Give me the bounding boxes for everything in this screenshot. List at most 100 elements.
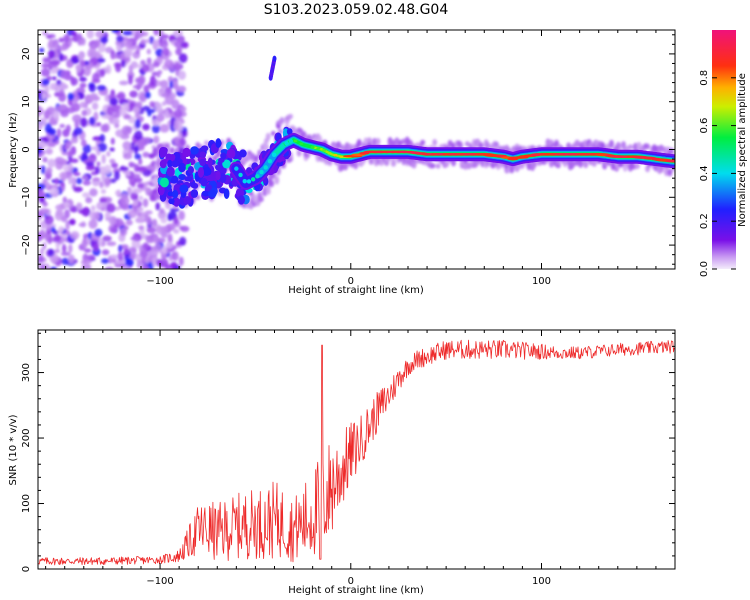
spectrogram-ridge-dot: [271, 152, 277, 158]
figure-title: S103.2023.059.02.48.G04: [264, 2, 449, 18]
spectrogram-noise-blob: [152, 39, 159, 50]
spectrogram-halo-blob: [627, 144, 633, 150]
spectrogram-turbulent-blob: [226, 148, 236, 159]
spectrogram-ridge-dot: [288, 139, 294, 144]
spectrogram-noise-blob: [169, 92, 177, 100]
spectrogram-noise-blob: [71, 31, 78, 37]
spectrogram-noise-blob: [80, 117, 88, 128]
spectrogram-core-blob: [304, 144, 309, 147]
spectrogram-turbulent-blob: [245, 167, 253, 175]
spectrogram-noise-blob: [155, 202, 161, 211]
spectrogram-noise-blob: [45, 233, 50, 242]
spectrogram-noise-blob: [56, 128, 62, 138]
spectrogram-halo-blob: [262, 188, 268, 197]
spectrogram-noise-blob: [142, 264, 149, 269]
spectrogram-noise-blob: [119, 196, 130, 206]
spectrogram-halo-blob: [288, 113, 294, 119]
spectrogram-noise-blob: [151, 124, 161, 134]
spectrogram-noise-blob: [68, 219, 76, 225]
spectrogram-halo-blob: [493, 141, 499, 148]
spectrogram-turbulent-blob: [157, 185, 165, 196]
spectrogram-turbulent-blob: [200, 177, 208, 187]
spectrogram-noise-blob: [90, 205, 96, 212]
spectrogram-noise-blob: [44, 215, 54, 225]
colorbar-label: Normalized spectral amplitude: [737, 73, 748, 227]
spectrogram-core-blob: [310, 145, 315, 149]
spectrogram-noise-blob: [61, 151, 71, 156]
spectrogram-noise-blob: [70, 77, 79, 86]
spectrogram-core-blob: [299, 142, 304, 146]
spectrogram-noise-blob: [81, 175, 89, 180]
spectrogram-noise-blob: [119, 106, 127, 117]
spectrogram-noise-blob: [136, 211, 142, 217]
spectrogram-noise-blob: [38, 254, 44, 263]
spectrogram-spur: [268, 55, 277, 81]
spectrogram-noise-blob: [92, 72, 100, 83]
spectrogram-noise-blob: [56, 208, 64, 218]
spectrogram-noise-blob: [162, 47, 170, 55]
spectrogram-noise-blob: [149, 101, 155, 108]
spectrogram-noise-blob: [179, 137, 186, 146]
spectrogram-noise-blob: [75, 177, 83, 185]
spectrogram-noise-blob: [49, 82, 57, 91]
spectrogram-noise-blob: [63, 201, 70, 209]
spectrogram-noise-blob: [109, 158, 116, 164]
spectrogram-noise-blob: [84, 60, 90, 66]
spectrogram-noise-blob: [169, 80, 174, 89]
spectrogram-noise-blob: [52, 76, 57, 81]
spectrogram-turbulent-blob: [182, 147, 191, 158]
spectrogram-noise-region: [38, 30, 190, 269]
spectrogram-noise-blob: [146, 227, 157, 234]
spectrogram-noise-blob: [88, 219, 98, 229]
spectrogram-noise-blob: [92, 136, 102, 141]
spectrogram-noise-blob: [179, 225, 185, 231]
spectrogram-turbulent-blob: [206, 174, 216, 182]
spectrogram-noise-blob: [129, 90, 138, 98]
spectrogram-ridge-dot: [255, 174, 260, 179]
colorbar-tick-label: 0.2: [699, 213, 710, 229]
spectrogram-noise-blob: [59, 69, 68, 80]
spectrogram-noise-blob: [125, 219, 133, 226]
spectrogram-noise-blob: [134, 153, 142, 160]
spectrogram-halo-blob: [366, 137, 372, 145]
spectrogram-noise-blob: [46, 34, 52, 39]
spectrogram-noise-blob: [44, 84, 50, 94]
spectrogram-noise-blob: [175, 48, 182, 56]
spectrogram-ridge-dot: [238, 172, 243, 178]
spectrogram-turbulent-blob: [179, 184, 189, 194]
spectrogram-noise-blob: [173, 109, 183, 118]
spectrogram-noise-blob: [158, 88, 166, 93]
spectrogram-noise-blob: [161, 92, 171, 98]
spectrogram-noise-blob: [115, 259, 126, 265]
spectrogram-noise-blob: [65, 220, 70, 231]
spectrogram-noise-blob: [177, 85, 187, 93]
spectrogram-noise-blob: [128, 74, 133, 85]
spectrogram-noise-blob: [173, 120, 179, 130]
spectrogram-halo-blob: [463, 161, 469, 170]
colorbar-tick-label: 0.0: [699, 261, 710, 277]
spectrogram-noise-blob: [85, 161, 95, 167]
spectrogram-noise-blob: [66, 106, 76, 114]
spectrogram-noise-blob: [110, 226, 117, 234]
spectrogram-noise-blob: [161, 245, 168, 255]
spectrogram-noise-blob: [164, 109, 170, 119]
spectrogram-turbulent-blob: [166, 166, 175, 177]
spectrogram-noise-blob: [64, 145, 71, 150]
spectrogram-noise-blob: [45, 167, 53, 174]
spectrogram-noise-blob: [52, 109, 60, 119]
spectrogram-noise-blob: [142, 198, 149, 208]
spectrogram-noise-blob: [47, 248, 55, 257]
spectrogram-halo-blob: [174, 147, 180, 153]
spectrogram-noise-blob: [100, 36, 108, 44]
spectrogram-turbulent-blob: [173, 197, 181, 207]
spectrogram-noise-blob: [96, 122, 102, 127]
snr-x-tick-label: 100: [532, 576, 551, 587]
spectrogram-noise-blob: [77, 38, 83, 46]
spectrogram-x-tick-label: 0: [348, 276, 354, 287]
spectrogram-noise-blob: [61, 215, 68, 223]
spectrogram-turbulent-blob: [178, 174, 187, 181]
spectrogram-noise-blob: [132, 173, 141, 178]
spectrogram-halo-blob: [296, 149, 302, 157]
spectrogram-noise-blob: [153, 78, 158, 84]
spectrogram-noise-blob: [41, 165, 46, 175]
